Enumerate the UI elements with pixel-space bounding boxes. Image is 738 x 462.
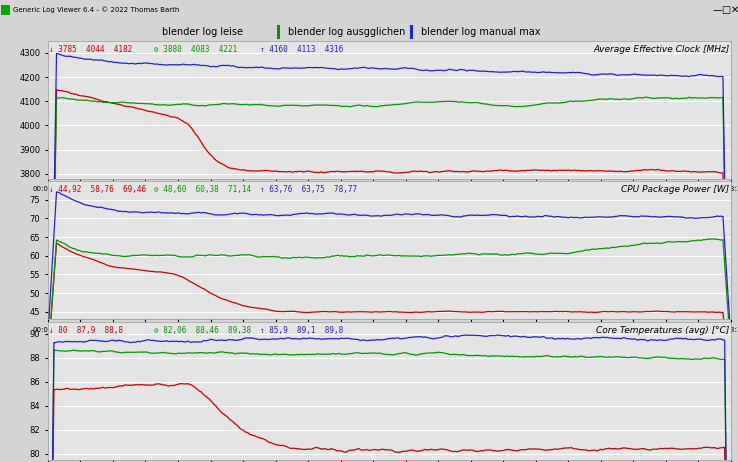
Text: blender log leise: blender log leise [162, 27, 244, 37]
FancyBboxPatch shape [1, 5, 10, 15]
Text: blender log manual max: blender log manual max [421, 27, 540, 37]
Text: Core Temperatures (avg) [°C]: Core Temperatures (avg) [°C] [596, 326, 729, 334]
Text: □: □ [722, 5, 731, 15]
Text: ↑ 63,76  63,75  78,77: ↑ 63,76 63,75 78,77 [260, 185, 356, 194]
Text: ↑ 4160  4113  4316: ↑ 4160 4113 4316 [260, 45, 343, 54]
Text: CPU Package Power [W]: CPU Package Power [W] [621, 185, 729, 194]
Text: ⊘ 48,60  60,38  71,14: ⊘ 48,60 60,38 71,14 [154, 185, 251, 194]
Text: Average Effective Clock [MHz]: Average Effective Clock [MHz] [593, 45, 729, 54]
Text: ↓ 80  87,9  88,8: ↓ 80 87,9 88,8 [49, 326, 123, 334]
Text: blender log ausgglichen: blender log ausgglichen [288, 27, 405, 37]
Text: ⊘ 3880  4083  4221: ⊘ 3880 4083 4221 [154, 45, 237, 54]
Text: ↑ 85,9  89,1  89,8: ↑ 85,9 89,1 89,8 [260, 326, 343, 334]
Text: ↓ 3785  4044  4182: ↓ 3785 4044 4182 [49, 45, 132, 54]
Text: ⊘ 82,06  88,46  89,38: ⊘ 82,06 88,46 89,38 [154, 326, 251, 334]
Text: Generic Log Viewer 6.4 - © 2022 Thomas Barth: Generic Log Viewer 6.4 - © 2022 Thomas B… [13, 6, 179, 13]
X-axis label: Time: Time [379, 194, 400, 203]
Text: ✕: ✕ [731, 5, 738, 15]
X-axis label: Time: Time [379, 334, 400, 343]
Bar [410, 25, 413, 39]
Text: ↓ 44,92  58,76  69,46: ↓ 44,92 58,76 69,46 [49, 185, 146, 194]
Text: —: — [712, 5, 723, 15]
Bar [277, 25, 280, 39]
